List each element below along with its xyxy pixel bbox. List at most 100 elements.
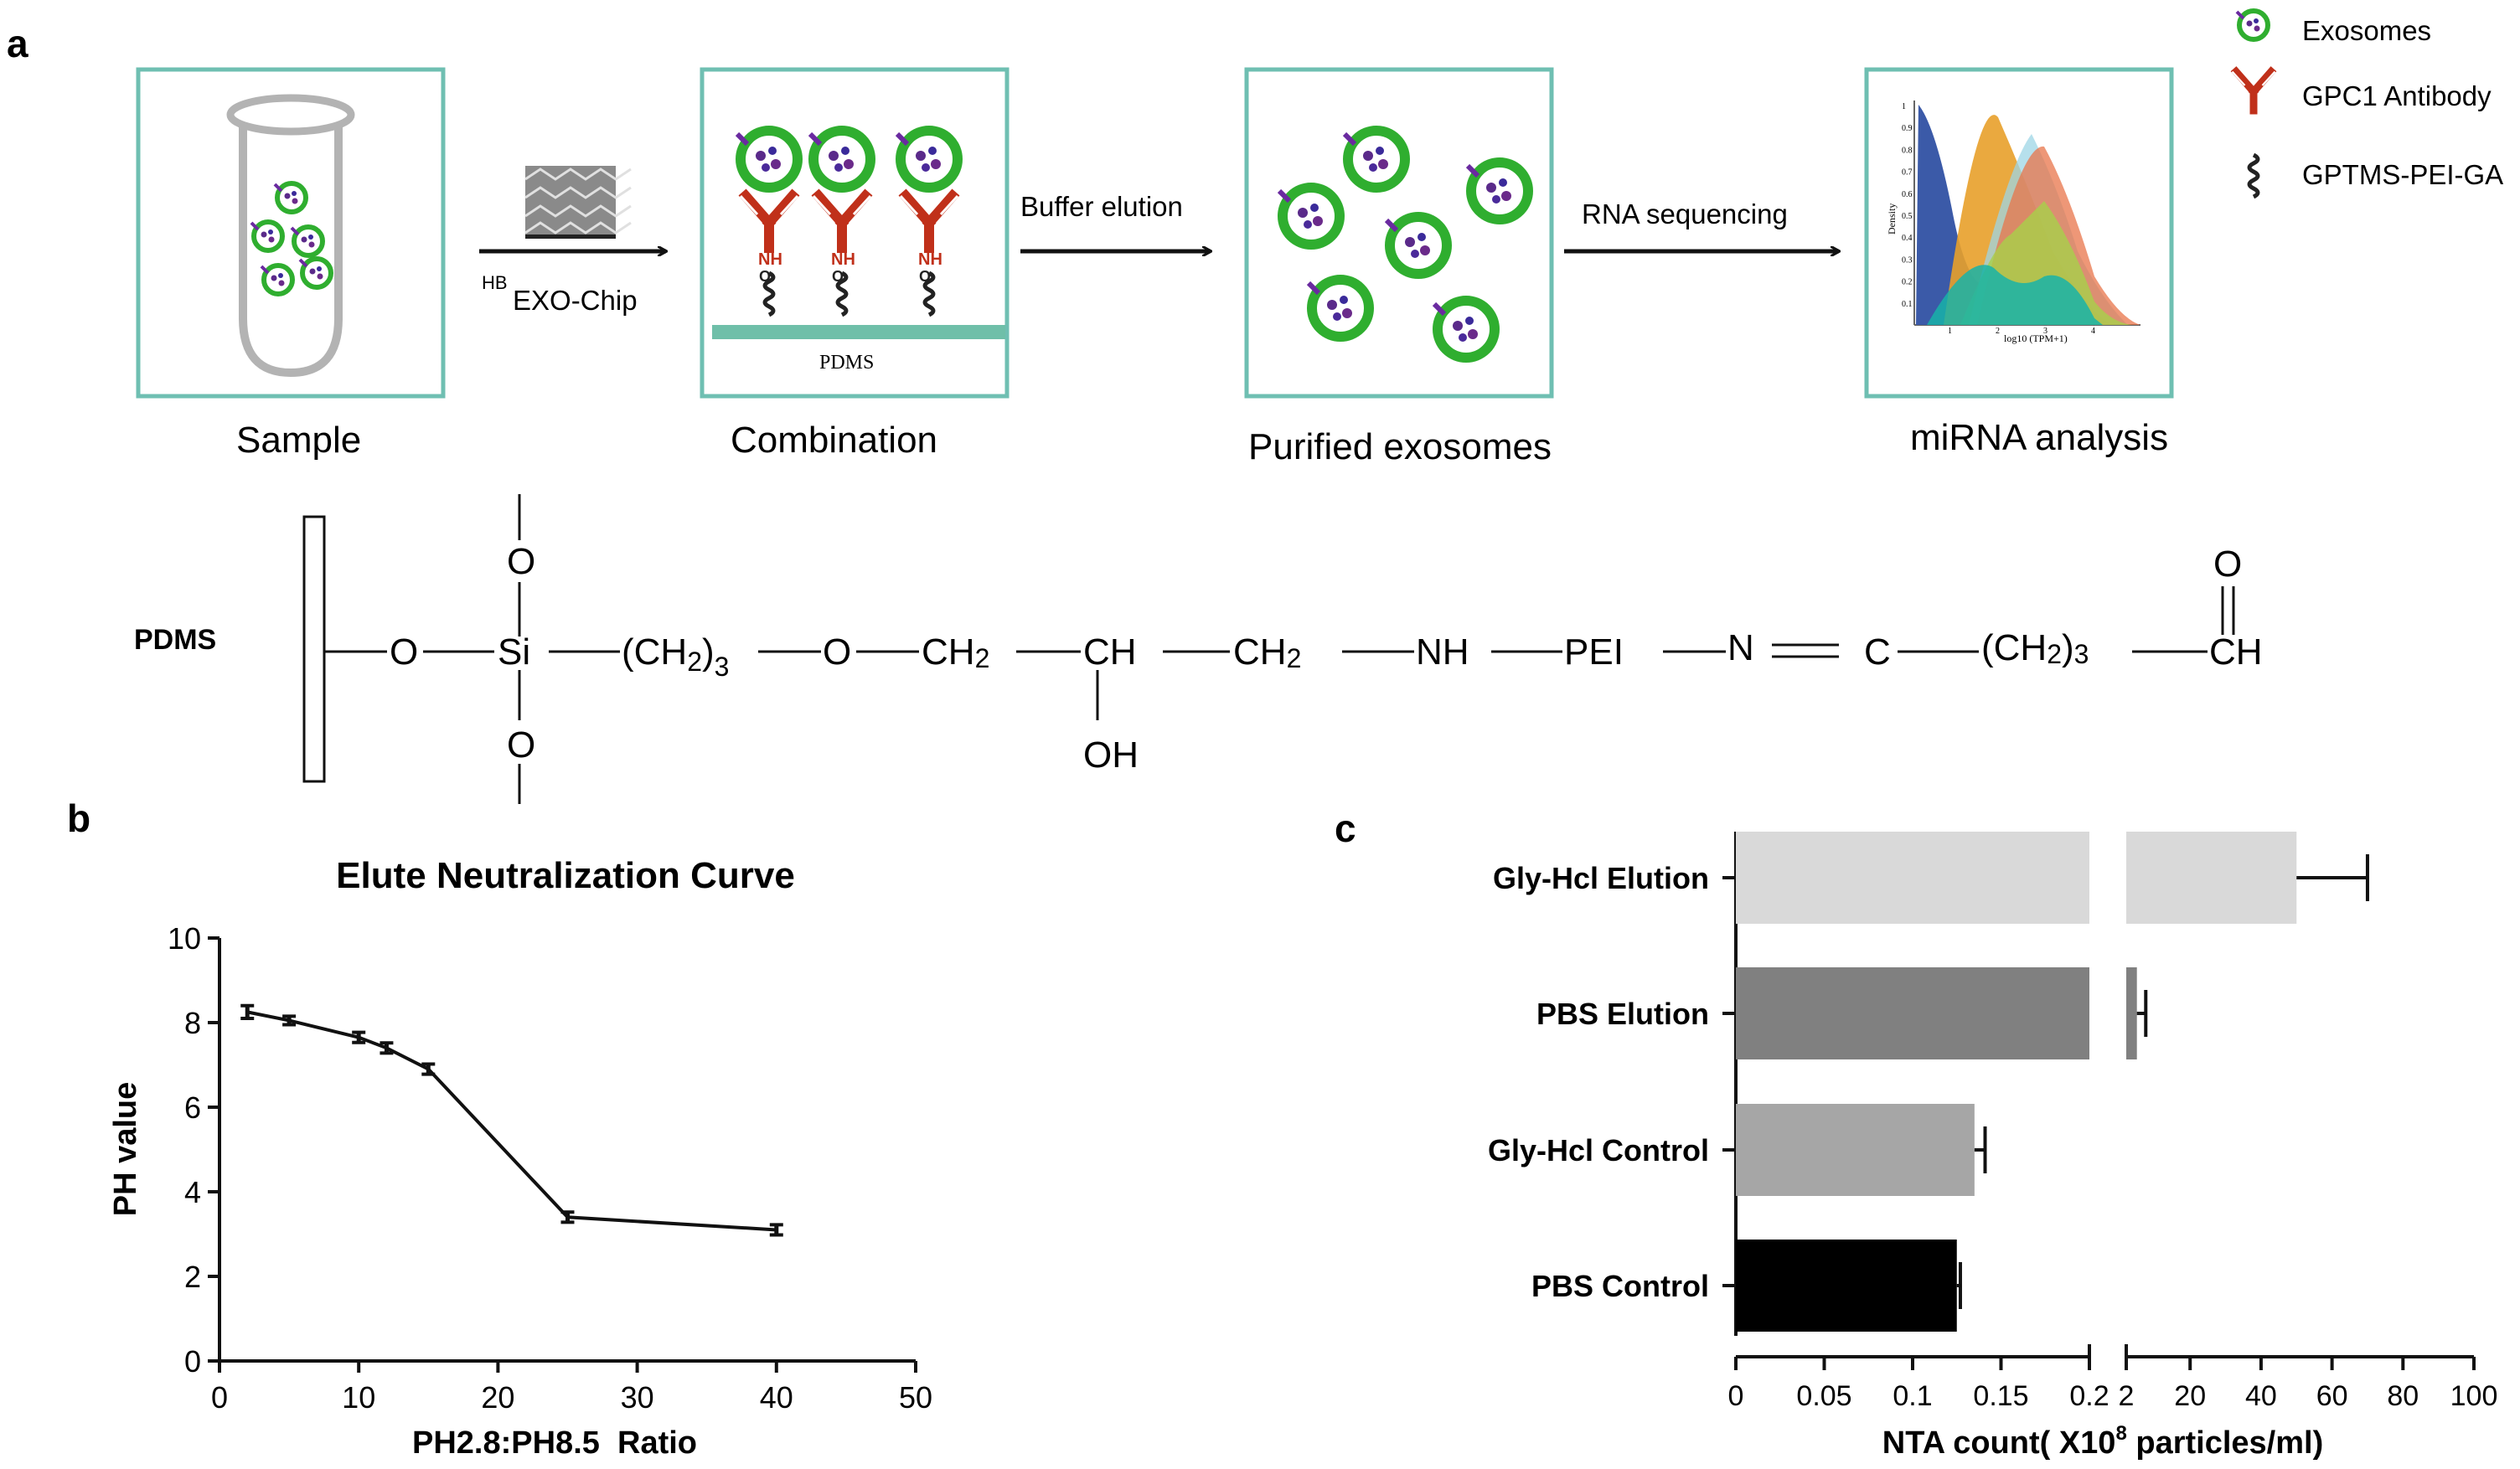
chem-ch2-d: (CH2)3 bbox=[1981, 627, 2089, 669]
chart-c-xtick-label: 0.1 bbox=[1893, 1380, 1932, 1412]
chem-ch2-b-sub: 2 bbox=[975, 643, 990, 673]
chart-b-xtick-label: 50 bbox=[899, 1380, 932, 1415]
chem-oh: OH bbox=[1083, 734, 1139, 776]
step-label-purified: Purified exosomes bbox=[1248, 426, 1552, 467]
density-xlabel: log10 (TPM+1) bbox=[2004, 332, 2068, 344]
o-label: O bbox=[759, 268, 771, 285]
purified-exosomes bbox=[1279, 131, 1528, 358]
chart-b-ytick-label: 6 bbox=[184, 1090, 201, 1125]
chart-b-ytick-label: 10 bbox=[168, 921, 201, 956]
chem-si: Si bbox=[498, 631, 530, 673]
density-ylabel: Density bbox=[1886, 204, 1898, 235]
chem-ch2-a: (CH2)3 bbox=[622, 631, 729, 682]
step-label-sample: Sample bbox=[236, 420, 361, 461]
chart-c-xlabel-text: NTA count( X10 bbox=[1882, 1425, 2116, 1461]
pdms-label: PDMS bbox=[134, 624, 216, 656]
chem-ch2-a-part: (CH bbox=[622, 631, 687, 673]
density-ytick: 0.5 bbox=[1902, 212, 1913, 221]
nh-label: NH bbox=[918, 250, 942, 269]
pdms-bar bbox=[302, 515, 326, 783]
chem-ch2-d-close: ) bbox=[2062, 627, 2074, 668]
chart-c-xtick-label: 40 bbox=[2245, 1380, 2277, 1412]
panel-b-label: b bbox=[67, 796, 90, 840]
chem-ch2-b: CH2 bbox=[922, 631, 989, 673]
chart-b-xtick-label: 40 bbox=[760, 1380, 793, 1415]
chart-b-xtick-label: 30 bbox=[621, 1380, 654, 1415]
chart-c-bar bbox=[1736, 1104, 1975, 1196]
chem-ch: CH bbox=[1083, 631, 1137, 673]
density-xticks: 1 2 3 4 bbox=[1948, 327, 2095, 336]
chart-b-ytick-label: 0 bbox=[184, 1344, 201, 1379]
chip-superscript: HB bbox=[482, 272, 508, 293]
chart-b-xtick-label: 20 bbox=[481, 1380, 514, 1415]
chart-b-xtick-label: 10 bbox=[342, 1380, 375, 1415]
chart-c-xtick-label: 0 bbox=[1728, 1380, 1744, 1412]
density-ytick: 1 bbox=[1902, 102, 1906, 111]
chem-o2: O bbox=[823, 631, 851, 673]
substrate-label: PDMS bbox=[819, 352, 874, 374]
chart-b-xlabel: PH2.8:PH8.5 Ratio bbox=[412, 1425, 697, 1461]
chip-image bbox=[524, 166, 632, 239]
neutralization-chart: Elute Neutralization Curve 0 2 4 6 8 10 0 10 20 3… bbox=[108, 855, 932, 1461]
legend: Exosomes GPC1 Antibody GPTMS-PEI-GA bbox=[2233, 11, 2503, 197]
step-label-combination: Combination bbox=[731, 420, 937, 461]
chart-c-xtick-label: 20 bbox=[2174, 1380, 2206, 1412]
chip-label: EXO-Chip bbox=[513, 285, 638, 316]
chart-c-xtick-label: 0.05 bbox=[1796, 1380, 1851, 1412]
buffer-elution-label: Buffer elution bbox=[1020, 191, 1183, 222]
chem-ch2-c-sub: 2 bbox=[1287, 643, 1302, 673]
chem-aldehyde-o: O bbox=[2213, 544, 2242, 585]
density-ytick: 0.4 bbox=[1902, 234, 1913, 243]
chem-n: N bbox=[1727, 627, 1754, 668]
sample-box bbox=[136, 67, 446, 399]
chem-lower-o: O bbox=[507, 724, 535, 765]
chart-c-xtick-label: 60 bbox=[2316, 1380, 2348, 1412]
chart-c-xtick-label: 80 bbox=[2387, 1380, 2419, 1412]
pdms-substrate bbox=[712, 325, 1005, 339]
chem-nh: NH bbox=[1416, 631, 1469, 673]
density-yticks: 1 0.9 0.8 0.7 0.6 0.5 0.4 0.3 0.2 0.1 bbox=[1902, 102, 1913, 309]
density-ytick: 0.6 bbox=[1902, 190, 1913, 199]
nta-bar-chart: 0 0.05 0.1 0.15 0.2 2 20 40 60 80 100 Gly-Hcl Elut… bbox=[1488, 832, 2497, 1461]
legend-antibody: GPC1 Antibody bbox=[2302, 80, 2492, 111]
chem-upper-o: O bbox=[507, 541, 535, 582]
chem-ch2-a-sub: 2 bbox=[687, 647, 702, 677]
chart-c-xtick-label: 2 bbox=[2119, 1380, 2135, 1412]
chart-c-category-label: PBS Control bbox=[1531, 1269, 1709, 1303]
density-xtick: 4 bbox=[2091, 327, 2095, 336]
chart-c-xlabel-sup: 8 bbox=[2115, 1422, 2126, 1445]
panel-a-label: a bbox=[7, 22, 28, 65]
density-xtick: 2 bbox=[1996, 327, 2000, 336]
chart-c-bar bbox=[1736, 832, 2089, 924]
density-ytick: 0.2 bbox=[1902, 278, 1913, 287]
chart-b-xtick-label: 0 bbox=[211, 1380, 228, 1415]
chem-ch2-c: CH2 bbox=[1233, 631, 1301, 673]
legend-linker: GPTMS-PEI-GA bbox=[2302, 159, 2503, 190]
density-xtick: 1 bbox=[1948, 327, 1952, 336]
density-ytick: 0.1 bbox=[1902, 300, 1913, 309]
chem-ch2-b-part: CH bbox=[922, 631, 975, 673]
chemical-structure: PDMS O Si O O (CH2)3 O CH2 CH OH CH2 NH … bbox=[134, 494, 2263, 804]
chart-b-series-line bbox=[246, 1010, 777, 1232]
chart-b-ytick-label: 2 bbox=[184, 1260, 201, 1294]
chart-b-ytick-label: 8 bbox=[184, 1006, 201, 1040]
sample-tube bbox=[226, 94, 355, 378]
chart-c-category-label: Gly-Hcl Control bbox=[1488, 1133, 1709, 1167]
chart-c-xtick-label: 0.15 bbox=[1973, 1380, 2028, 1412]
density-ytick: 0.3 bbox=[1902, 255, 1913, 265]
chart-c-xtick-label: 0.2 bbox=[2069, 1380, 2109, 1412]
chem-ch2-d-sub: 2 bbox=[2047, 639, 2062, 669]
chem-ch-terminal: CH bbox=[2209, 631, 2263, 673]
chart-c-xlabel: NTA count( X108 particles/ml) bbox=[1882, 1422, 2323, 1461]
nh-label: NH bbox=[831, 250, 855, 269]
combination-box bbox=[700, 67, 1010, 399]
density-xtick: 3 bbox=[2043, 327, 2048, 336]
chart-c-bar bbox=[2126, 832, 2297, 924]
panel-c-label: c bbox=[1335, 807, 1356, 850]
chart-c-bar bbox=[1736, 1240, 1957, 1332]
chart-c-xtick-label: 100 bbox=[2450, 1380, 2498, 1412]
nh-label: NH bbox=[758, 250, 782, 269]
chart-c-bar bbox=[1736, 967, 2089, 1059]
